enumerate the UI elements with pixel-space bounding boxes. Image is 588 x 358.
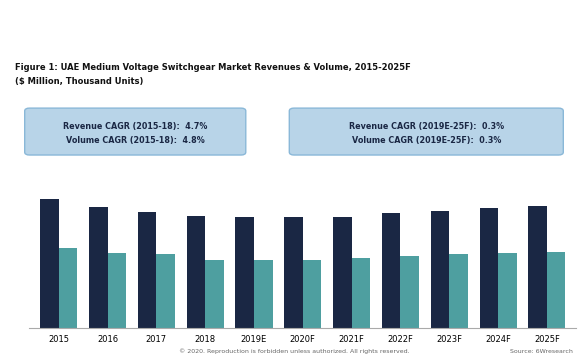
Bar (186, 216, 205, 328)
Bar (156, 255, 175, 328)
Bar (205, 260, 223, 328)
Bar (449, 255, 468, 328)
Bar (59, 248, 77, 328)
Bar (138, 212, 156, 328)
Bar (40, 199, 59, 328)
Bar (352, 258, 370, 328)
Bar (529, 206, 547, 328)
Bar (382, 213, 400, 328)
Text: 6W: 6W (527, 12, 560, 30)
Text: © 2020. Reproduction is forbidden unless authorized. All rights reserved.: © 2020. Reproduction is forbidden unless… (179, 348, 409, 354)
Text: Source: 6Wresearch: Source: 6Wresearch (510, 349, 573, 354)
Bar (547, 252, 566, 328)
Text: Revenue CAGR (2019E-25F):  0.3%: Revenue CAGR (2019E-25F): 0.3% (349, 121, 504, 131)
Bar (108, 253, 126, 328)
Text: ($ Million, Thousand Units): ($ Million, Thousand Units) (15, 77, 143, 86)
Bar (333, 217, 352, 328)
Bar (480, 208, 498, 328)
Legend: Revenues, Volume: Revenues, Volume (28, 132, 146, 148)
Text: research: research (537, 33, 574, 42)
Bar (400, 256, 419, 328)
Bar (235, 217, 254, 328)
Bar (303, 260, 322, 328)
Bar (431, 211, 449, 328)
Text: Volume CAGR (2019E-25F):  0.3%: Volume CAGR (2019E-25F): 0.3% (352, 136, 501, 145)
Text: Revenue CAGR (2015-18):  4.7%: Revenue CAGR (2015-18): 4.7% (63, 121, 208, 131)
Text: Volume CAGR (2015-18):  4.8%: Volume CAGR (2015-18): 4.8% (66, 136, 205, 145)
Bar (89, 207, 108, 328)
Text: UAE Medium Voltage Switchgear Market Overview: UAE Medium Voltage Switchgear Market Ove… (15, 19, 467, 34)
Bar (254, 260, 273, 328)
Bar (284, 217, 303, 328)
Bar (498, 253, 517, 328)
Text: Figure 1: UAE Medium Voltage Switchgear Market Revenues & Volume, 2015-2025F: Figure 1: UAE Medium Voltage Switchgear … (15, 63, 410, 72)
